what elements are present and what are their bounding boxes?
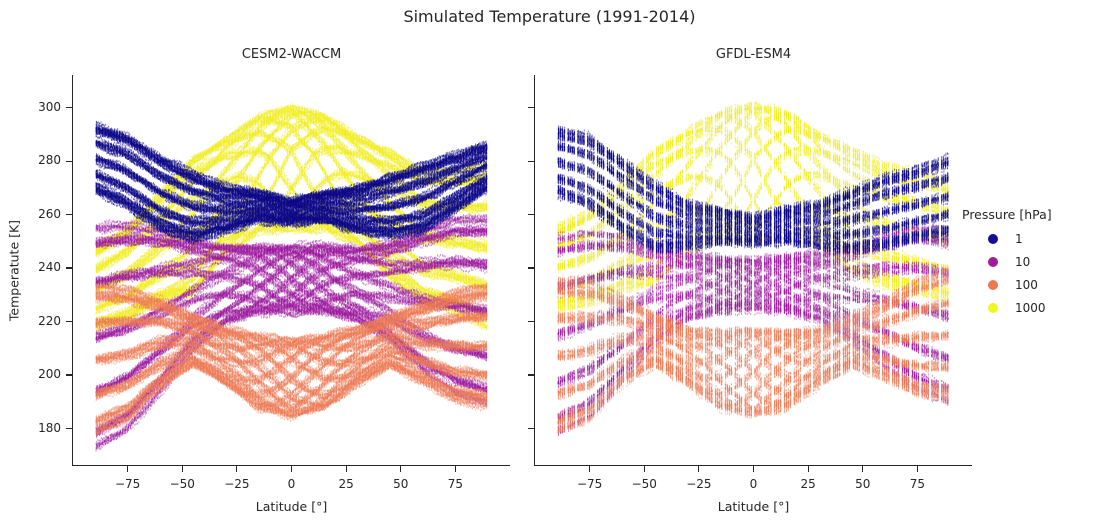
legend-title: Pressure [hPa] — [962, 207, 1052, 222]
legend: Pressure [hPa] 1 10 100 1000 — [958, 207, 1098, 319]
y-axis-label: Temperatute [K] — [6, 219, 22, 322]
legend-dot-1000-icon — [988, 302, 998, 313]
x-tick-label: −75 — [114, 477, 141, 491]
y-tick-mark — [65, 320, 72, 323]
x-tick-mark — [589, 466, 591, 472]
x-tick-label: 75 — [909, 477, 926, 491]
x-tick-mark — [236, 466, 238, 472]
y-tick-mark — [65, 267, 72, 269]
x-tick-mark — [400, 466, 402, 472]
y-tick-mark — [527, 427, 534, 430]
x-tick-mark — [916, 466, 918, 472]
x-axis-label-left: Latitude [°] — [255, 499, 328, 514]
x-tick-label: 25 — [800, 477, 816, 491]
y-tick-mark — [65, 214, 72, 216]
y-tick-mark — [527, 160, 534, 162]
y-tick-mark — [527, 214, 534, 216]
x-tick-mark — [181, 466, 183, 472]
legend-label-100: 100 — [1015, 277, 1038, 292]
legend-dot-10-icon — [988, 256, 998, 267]
x-tick-mark — [643, 466, 645, 472]
y-tick-mark — [527, 267, 534, 269]
y-tick-mark — [527, 107, 534, 109]
x-axis-label-right: Latitude [°] — [717, 499, 790, 514]
x-tick-label: −75 — [576, 477, 603, 491]
x-tick-label: 50 — [855, 477, 871, 491]
x-tick-label: 0 — [287, 477, 296, 491]
scatter-canvas-cesm2-waccm — [73, 75, 510, 466]
x-tick-mark — [290, 466, 293, 472]
legend-item-1000: 1000 — [958, 296, 1098, 319]
figure-title: Simulated Temperature (1991-2014) — [403, 7, 696, 26]
y-tick-mark — [65, 160, 72, 162]
legend-item-1: 1 — [958, 227, 1098, 250]
x-tick-mark — [454, 466, 456, 472]
x-tick-mark — [752, 466, 755, 472]
x-tick-mark — [345, 466, 347, 472]
x-tick-mark — [127, 466, 129, 472]
y-tick-label: 260 — [38, 206, 61, 221]
y-tick-mark — [65, 374, 72, 376]
y-tick-mark — [527, 374, 534, 376]
y-tick-mark — [65, 107, 72, 109]
scatter-canvas-gfdl-esm4 — [535, 75, 972, 466]
x-tick-label: 0 — [749, 477, 758, 491]
legend-label-10: 10 — [1015, 254, 1031, 269]
y-tick-label: 220 — [38, 313, 61, 328]
y-tick-label: 200 — [38, 367, 61, 382]
legend-dot-1-icon — [988, 233, 998, 244]
x-tick-mark — [698, 466, 700, 472]
y-tick-label: 180 — [38, 420, 61, 435]
x-tick-label: −25 — [224, 477, 250, 491]
x-tick-mark — [862, 466, 864, 472]
legend-label-1: 1 — [1015, 231, 1023, 246]
x-tick-label: 75 — [447, 477, 464, 491]
y-tick-label: 280 — [38, 153, 61, 168]
legend-item-10: 10 — [958, 250, 1098, 273]
x-tick-label: 50 — [393, 477, 409, 491]
legend-item-100: 100 — [958, 273, 1098, 296]
x-tick-label: −50 — [169, 477, 195, 491]
y-tick-mark — [65, 427, 72, 430]
panel-title-cesm2-waccm: CESM2-WACCM — [241, 47, 342, 62]
y-tick-label: 240 — [38, 260, 61, 275]
y-tick-mark — [527, 320, 534, 323]
x-tick-label: −50 — [631, 477, 657, 491]
panel-title-gfdl-esm4: GFDL-ESM4 — [715, 47, 792, 62]
legend-label-1000: 1000 — [1015, 300, 1046, 315]
x-tick-label: −25 — [686, 477, 712, 491]
x-tick-mark — [807, 466, 809, 472]
y-tick-label: 300 — [38, 99, 61, 114]
legend-dot-100-icon — [988, 279, 998, 290]
x-tick-label: 25 — [338, 477, 354, 491]
